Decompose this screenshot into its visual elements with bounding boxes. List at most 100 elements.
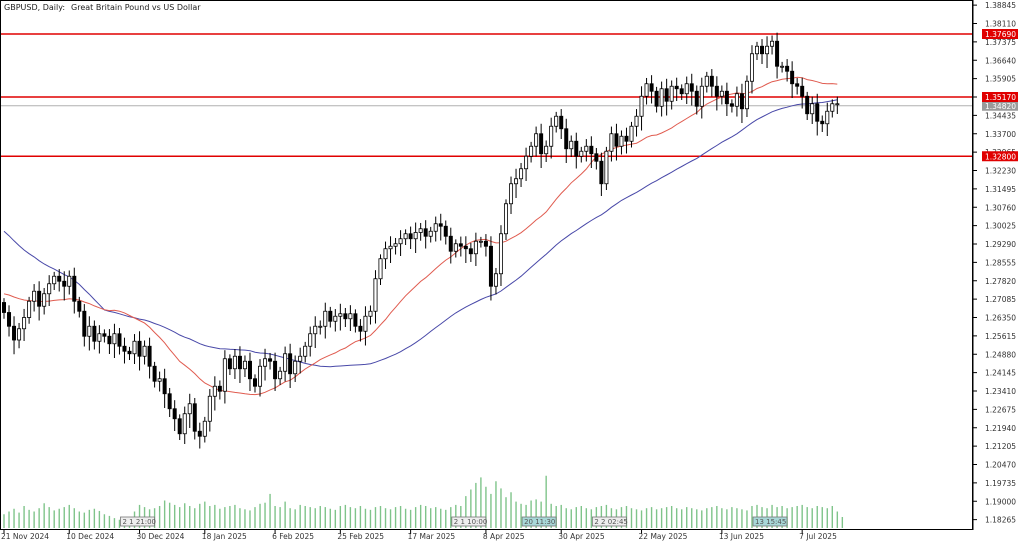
price-tick-label: 1.25615 — [985, 332, 1016, 341]
price-tick-label: 1.34435 — [985, 111, 1016, 120]
candle-body — [263, 358, 268, 367]
candle-body — [162, 378, 167, 395]
candle-body — [17, 328, 22, 341]
price-tick-label: 1.30760 — [985, 203, 1016, 212]
candle-body — [629, 125, 634, 142]
candle-body — [152, 365, 157, 382]
time-tick-label: 7 Jul 2025 — [799, 532, 837, 541]
candle-body — [569, 140, 574, 150]
candle-body — [574, 140, 579, 157]
candle-body — [765, 45, 770, 55]
level-tag-label: 1.32800 — [985, 152, 1016, 161]
candle-body — [689, 83, 694, 92]
event-marker-label: 13 15:45 — [755, 518, 786, 526]
candle-body — [699, 85, 704, 107]
candle-body — [835, 103, 840, 106]
candle-body — [2, 302, 7, 313]
candle-body — [714, 85, 719, 97]
price-tick-label: 1.36640 — [985, 56, 1016, 65]
candle-body — [293, 360, 298, 375]
event-marker-label: 2 2 02:45 — [594, 518, 628, 526]
level-tag — [982, 92, 1018, 102]
candle-body — [313, 325, 318, 335]
candle-body — [247, 360, 252, 380]
candle-body — [323, 310, 328, 327]
candle-body — [207, 395, 212, 422]
candle-body — [519, 168, 524, 180]
candle-body — [147, 345, 152, 367]
candle-body — [348, 313, 353, 320]
candle-body — [524, 155, 529, 170]
candle-body — [684, 83, 689, 95]
candle-body — [584, 145, 589, 152]
candle-body — [117, 333, 122, 347]
time-tick-label: 17 Mar 2025 — [408, 532, 456, 541]
candle-body — [273, 360, 278, 380]
candle-body — [87, 325, 92, 337]
candle-body — [12, 325, 17, 341]
candle-body — [780, 65, 785, 68]
candle-body — [202, 420, 207, 437]
candle-body — [408, 233, 413, 240]
current-price-label: 1.34820 — [985, 102, 1016, 111]
candle-body — [418, 228, 423, 233]
candle-body — [57, 275, 62, 282]
candle-body — [222, 358, 227, 392]
candle-body — [403, 233, 408, 240]
price-tick-label: 1.19000 — [985, 497, 1016, 506]
candle-body — [639, 95, 644, 117]
level-tag-label: 1.35170 — [985, 93, 1016, 102]
candle-body — [483, 240, 488, 247]
price-tick-label: 1.21205 — [985, 442, 1016, 451]
candle-body — [624, 135, 629, 142]
candle-body — [97, 333, 102, 342]
price-axis: 1.38845 1.38110 1.37375 1.36640 1.35905 1.351… — [973, 1, 1016, 525]
candle-body — [790, 70, 795, 85]
time-tick-label: 8 Apr 2025 — [483, 532, 525, 541]
candle-body — [498, 233, 503, 275]
price-tick-label: 1.23410 — [985, 387, 1016, 396]
candle-body — [734, 93, 739, 107]
candle-body — [127, 350, 132, 355]
candle-body — [77, 300, 82, 312]
time-tick-label: 18 Jan 2025 — [202, 532, 247, 541]
time-tick-label: 10 Dec 2024 — [66, 532, 114, 541]
candle-body — [258, 365, 263, 387]
candle-body — [609, 133, 614, 152]
symbol-label: GBPUSD, Daily: — [4, 3, 65, 12]
candle-body — [694, 90, 699, 107]
candle-body — [363, 315, 368, 332]
candle-body — [428, 230, 433, 237]
candle-body — [353, 313, 358, 327]
price-tick-label: 1.22675 — [985, 405, 1016, 414]
candle-body — [664, 88, 669, 102]
candle-body — [599, 160, 604, 185]
candle-body — [785, 65, 790, 72]
candle-body — [142, 345, 147, 357]
candle-body — [187, 403, 192, 415]
time-tick-label: 25 Feb 2025 — [337, 532, 384, 541]
candle-body — [358, 325, 363, 332]
candle-body — [47, 283, 52, 295]
candle-body — [398, 238, 403, 245]
candle-body — [800, 85, 805, 97]
candle-body — [318, 325, 323, 328]
candle-body — [453, 243, 458, 252]
price-tick-label: 1.30025 — [985, 222, 1016, 231]
candle-body — [42, 293, 47, 307]
candle-body — [755, 45, 760, 55]
candle-body — [815, 103, 820, 122]
candle-body — [388, 245, 393, 250]
candle-body — [473, 240, 478, 255]
candle-body — [122, 345, 127, 352]
price-tick-label: 1.18265 — [985, 516, 1016, 525]
candle-body — [559, 115, 564, 130]
candle-body — [328, 310, 333, 322]
candle-body — [604, 150, 609, 185]
event-markers: 2 1 21:00 2 1 10:00 20 11:30 2 2 02:45 13 15… — [120, 516, 788, 527]
candle-body — [463, 245, 468, 250]
candle-body — [132, 340, 137, 355]
candle-body — [554, 115, 559, 127]
candle-body — [7, 312, 12, 327]
